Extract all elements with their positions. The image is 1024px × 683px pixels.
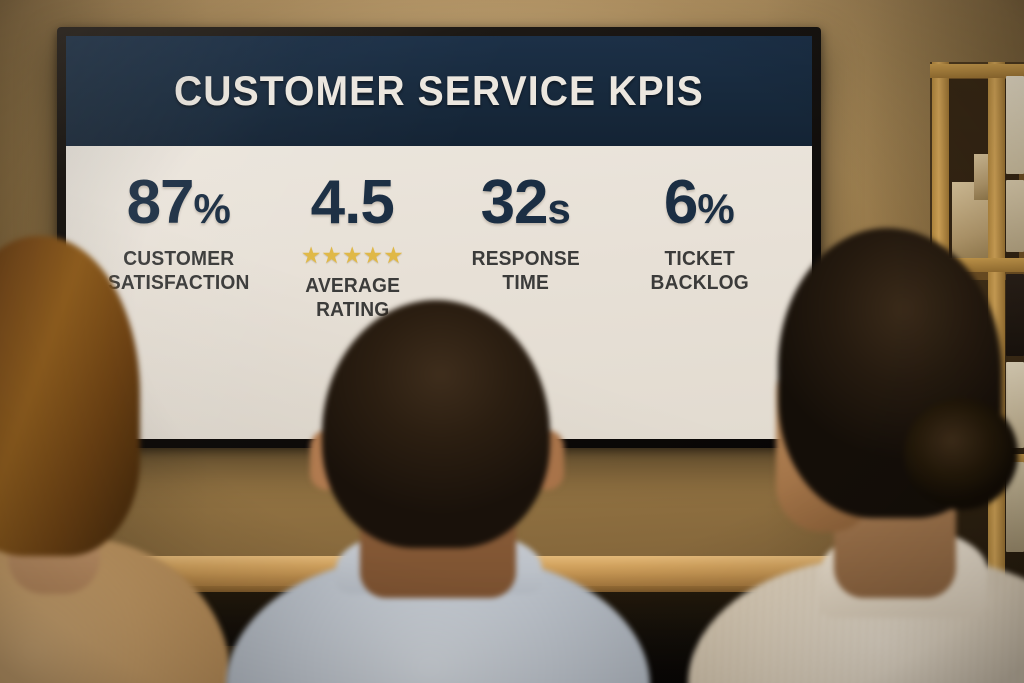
book-1: [1006, 76, 1024, 174]
dashboard-header: CUSTOMER SERVICE KPIS: [66, 36, 812, 146]
kpi-label-line2: BACKLOG: [650, 271, 749, 294]
kpi-value-ticket-backlog: 6%: [613, 172, 787, 234]
kpi-label-line1: CUSTOMER: [123, 248, 235, 270]
viewer-right: [688, 228, 1024, 683]
kpi-label-line2: SATISFACTION: [107, 271, 250, 294]
kpi-card-response-time[interactable]: 32s RESPONSE TIME: [439, 172, 613, 295]
book-2: [1006, 180, 1024, 252]
kpi-label-line2: RATING: [315, 298, 389, 321]
bookshelf-rail-top: [930, 64, 1024, 78]
kpi-number: 32: [480, 168, 549, 237]
kpi-label-line1: AVERAGE: [304, 275, 400, 297]
kpi-unit: %: [193, 185, 231, 232]
kpi-label-response-time: RESPONSE TIME: [442, 248, 609, 295]
kpi-number: 6: [663, 168, 698, 237]
kpi-card-average-rating[interactable]: 4.5 ★★★★★ AVERAGE RATING: [266, 172, 440, 322]
dashboard-title: CUSTOMER SERVICE KPIS: [174, 67, 704, 114]
kpi-label-ticket-backlog: TICKET BACKLOG: [616, 248, 783, 295]
kpi-label-average-rating: AVERAGE RATING: [269, 275, 436, 322]
viewer-center: [226, 300, 650, 683]
kpi-value-response-time: 32s: [439, 172, 613, 234]
viewer-left-hair: [0, 236, 140, 556]
kpi-value-average-rating: 4.5: [266, 172, 440, 234]
star-rating-icons: ★★★★★: [300, 242, 404, 268]
kpi-unit: %: [697, 185, 735, 232]
kpi-unit: s: [547, 185, 571, 232]
dashboard-body: 87% CUSTOMER SATISFACTION 4.5 ★★★★★ AVERA…: [66, 146, 812, 439]
kpi-row: 87% CUSTOMER SATISFACTION 4.5 ★★★★★ AVERA…: [66, 172, 812, 322]
viewer-center-hair: [322, 300, 550, 548]
kpi-value-customer-satisfaction: 87%: [92, 172, 266, 234]
kpi-card-ticket-backlog[interactable]: 6% TICKET BACKLOG: [613, 172, 787, 295]
kpi-label-line1: TICKET: [664, 248, 735, 270]
kpi-number: 87: [126, 168, 195, 237]
kpi-label-customer-satisfaction: CUSTOMER SATISFACTION: [95, 248, 262, 295]
kpi-label-line2: TIME: [502, 271, 550, 294]
viewer-right-hair-bun: [904, 398, 1018, 510]
kpi-card-customer-satisfaction[interactable]: 87% CUSTOMER SATISFACTION: [92, 172, 266, 295]
kpi-number: 4.5: [310, 168, 395, 237]
book-5: [1006, 462, 1024, 552]
book-3: [1006, 274, 1024, 356]
viewer-left: [0, 236, 234, 683]
kpi-label-line1: RESPONSE: [471, 248, 580, 270]
